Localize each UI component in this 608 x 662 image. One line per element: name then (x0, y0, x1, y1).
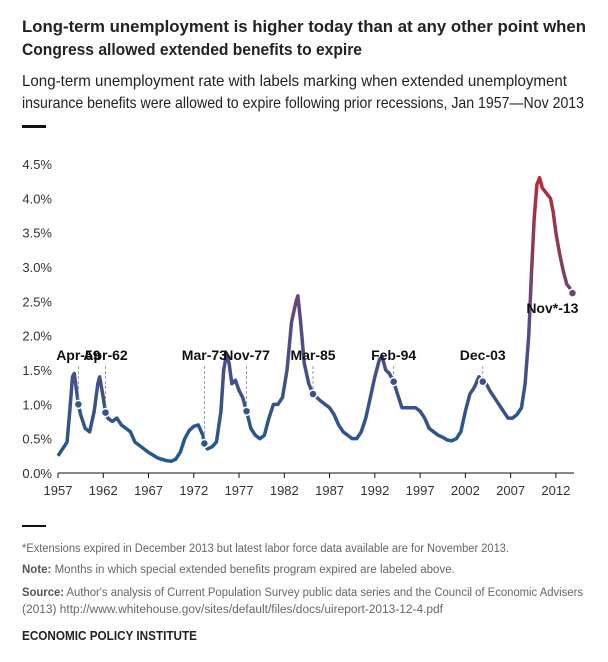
y-tick-label: 1.0% (22, 397, 52, 412)
chart-title: Congress allowed extended benefits to ex… (22, 40, 362, 59)
source-label: Source: (22, 587, 64, 599)
y-tick-label: 4.0% (22, 191, 52, 206)
annotation-label: Apr-62 (83, 347, 128, 363)
x-tick-label: 1987 (315, 483, 344, 498)
divider (22, 525, 46, 527)
x-tick-label: 1957 (44, 483, 73, 498)
annotation-dot (388, 376, 399, 387)
x-tick-label: 1997 (406, 483, 435, 498)
annotation-dot (308, 389, 318, 399)
annotation-label: Feb-94 (371, 347, 416, 363)
note: Note: Months in which special extended b… (22, 564, 455, 576)
x-tick-label: 2002 (451, 483, 480, 498)
chart-title: Long-term unemployment is higher today t… (22, 17, 586, 36)
y-tick-label: 0.5% (22, 432, 52, 447)
annotation-dot (100, 407, 111, 418)
x-tick-label: 1967 (134, 483, 163, 498)
note-text: Months in which special extended benefit… (55, 564, 455, 576)
y-tick-label: 1.5% (22, 363, 52, 378)
x-tick-label: 1977 (225, 483, 254, 498)
y-tick-label: 2.5% (22, 294, 52, 309)
divider (22, 125, 46, 128)
x-tick-label: 2012 (541, 483, 570, 498)
x-tick-label: 1992 (360, 483, 389, 498)
y-tick-label: 2.0% (22, 329, 52, 344)
x-tick-label: 1982 (270, 483, 299, 498)
y-tick-label: 4.5% (22, 157, 52, 172)
y-tick-label: 0.0% (22, 466, 52, 481)
annotation-label: Dec-03 (460, 347, 506, 363)
chart-subtitle: insurance benefits were allowed to expir… (22, 95, 584, 112)
data-line (56, 175, 574, 464)
x-tick-label: 1962 (89, 483, 118, 498)
footnote: *Extensions expired in December 2013 but… (22, 543, 509, 555)
chart-subtitle: Long-term unemployment rate with labels … (22, 73, 568, 90)
annotation-dot (567, 288, 578, 298)
source: Source: Author's analysis of Current Pop… (22, 587, 583, 599)
source: (2013) http://www.whitehouse.gov/sites/d… (22, 604, 444, 616)
x-tick-label: 1972 (179, 483, 208, 498)
annotation-dot (73, 399, 84, 410)
annotation-label: Apr-59 (56, 347, 101, 363)
annotation-label: Nov-77 (223, 347, 270, 363)
x-tick-label: 2007 (496, 483, 525, 498)
credit: ECONOMIC POLICY INSTITUTE (22, 628, 197, 643)
y-tick-label: 3.5% (22, 226, 52, 241)
source-text: Author's analysis of Current Population … (67, 587, 584, 599)
annotation-label: Nov*-13 (526, 300, 578, 316)
note-label: Note: (22, 564, 51, 576)
annotation-dot (241, 406, 252, 416)
annotation-label: Mar-73 (182, 347, 227, 363)
annotation-label: Mar-85 (290, 347, 335, 363)
annotation-dot (477, 376, 488, 387)
annotation-dot (199, 438, 210, 449)
y-tick-label: 3.0% (22, 260, 52, 275)
